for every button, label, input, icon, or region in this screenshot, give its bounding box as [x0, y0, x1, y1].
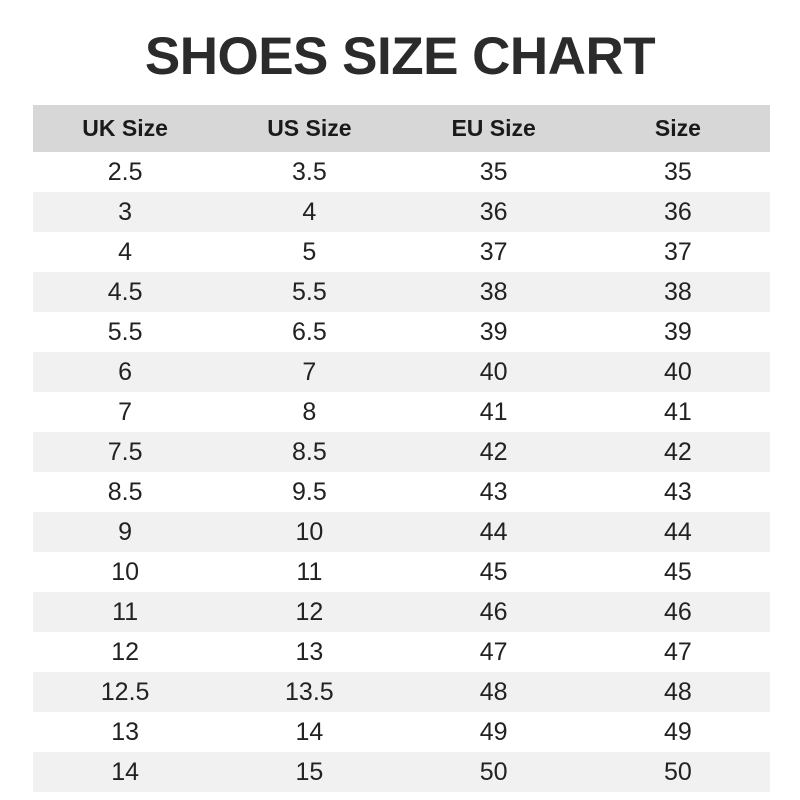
- table-row: 7.5 8.5 42 42: [33, 432, 770, 472]
- table-cell: 12: [111, 637, 140, 666]
- table-cell: 36: [663, 197, 692, 226]
- table-body: 2.5 3.5 35 35 3 4 36 36 4 5 37 37 4.5 5.5 38 38 5.5 6.5 39…: [33, 152, 770, 792]
- shoe-size-table: UK Size US Size EU Size Size 2.5 3.5 35 35 3 4 36…: [33, 105, 770, 792]
- table-header-row: UK Size US Size EU Size Size: [33, 105, 770, 152]
- table-cell: 48: [479, 677, 508, 706]
- table-cell: 46: [663, 597, 692, 626]
- table-cell: 2.5: [107, 157, 143, 186]
- column-header: EU Size: [451, 115, 536, 141]
- table-cell: 37: [663, 237, 692, 266]
- table-cell: 40: [479, 357, 508, 386]
- table-row: 2.5 3.5 35 35: [33, 152, 770, 192]
- table-row: 3 4 36 36: [33, 192, 770, 232]
- table-cell: 9.5: [291, 477, 327, 506]
- table-row: 11 12 46 46: [33, 592, 770, 632]
- table-cell: 44: [663, 517, 692, 546]
- table-cell: 6.5: [291, 317, 327, 346]
- table-row: 12 13 47 47: [33, 632, 770, 672]
- table-row: 9 10 44 44: [33, 512, 770, 552]
- column-header: Size: [654, 115, 701, 141]
- table-cell: 38: [479, 277, 508, 306]
- table-cell: 47: [479, 637, 508, 666]
- table-cell: 5.5: [107, 317, 143, 346]
- column-header: US Size: [267, 115, 352, 141]
- table-cell: 43: [663, 477, 692, 506]
- table-cell: 13: [111, 717, 140, 746]
- table-cell: 12.5: [100, 677, 150, 706]
- table-cell: 50: [479, 757, 508, 786]
- table-cell: 49: [479, 717, 508, 746]
- table-cell: 38: [663, 277, 692, 306]
- table-cell: 44: [479, 517, 508, 546]
- table-row: 8.5 9.5 43 43: [33, 472, 770, 512]
- table-cell: 45: [479, 557, 508, 586]
- table-header: UK Size US Size EU Size Size: [33, 105, 770, 152]
- table-cell: 3.5: [291, 157, 327, 186]
- table-cell: 10: [111, 557, 140, 586]
- table-cell: 6: [118, 357, 133, 386]
- column-header: UK Size: [82, 115, 168, 141]
- table-row: 6 7 40 40: [33, 352, 770, 392]
- table-cell: 50: [663, 757, 692, 786]
- table-cell: 14: [111, 757, 140, 786]
- table-cell: 42: [663, 437, 692, 466]
- table-cell: 43: [479, 477, 508, 506]
- table-cell: 11: [296, 557, 323, 586]
- table-row: 12.5 13.5 48 48: [33, 672, 770, 712]
- table-cell: 8: [302, 397, 317, 426]
- table-cell: 39: [479, 317, 508, 346]
- table-cell: 10: [295, 517, 324, 546]
- table-cell: 46: [479, 597, 508, 626]
- table-cell: 42: [479, 437, 508, 466]
- table-cell: 7.5: [107, 437, 143, 466]
- table-row: 13 14 49 49: [33, 712, 770, 752]
- table-cell: 48: [663, 677, 692, 706]
- table-row: 7 8 41 41: [33, 392, 770, 432]
- table-cell: 35: [479, 157, 508, 186]
- table-cell: 45: [663, 557, 692, 586]
- table-cell: 4: [302, 197, 317, 226]
- table-row: 10 11 45 45: [33, 552, 770, 592]
- table-cell: 8.5: [107, 477, 143, 506]
- table-cell: 3: [118, 197, 133, 226]
- table-cell: 11: [112, 597, 139, 626]
- table-row: 14 15 50 50: [33, 752, 770, 792]
- table-cell: 39: [663, 317, 692, 346]
- table-cell: 35: [663, 157, 692, 186]
- table-cell: 13: [295, 637, 324, 666]
- table-cell: 5: [302, 237, 317, 266]
- table-cell: 47: [663, 637, 692, 666]
- table-cell: 40: [663, 357, 692, 386]
- table-cell: 41: [479, 397, 508, 426]
- table-cell: 7: [118, 397, 133, 426]
- page-title: SHOES SIZE CHART: [144, 27, 656, 86]
- table-row: 4 5 37 37: [33, 232, 770, 272]
- table-cell: 12: [295, 597, 324, 626]
- table-cell: 4.5: [107, 277, 143, 306]
- table-cell: 37: [479, 237, 508, 266]
- table-row: 5.5 6.5 39 39: [33, 312, 770, 352]
- table-cell: 15: [295, 757, 324, 786]
- table-cell: 8.5: [291, 437, 327, 466]
- table-cell: 4: [118, 237, 133, 266]
- table-cell: 41: [663, 397, 692, 426]
- table-cell: 49: [663, 717, 692, 746]
- table-cell: 36: [479, 197, 508, 226]
- table-cell: 13.5: [285, 677, 334, 706]
- table-cell: 9: [118, 517, 133, 546]
- table-cell: 7: [302, 357, 317, 386]
- table-cell: 5.5: [291, 277, 327, 306]
- table-cell: 14: [295, 717, 324, 746]
- table-row: 4.5 5.5 38 38: [33, 272, 770, 312]
